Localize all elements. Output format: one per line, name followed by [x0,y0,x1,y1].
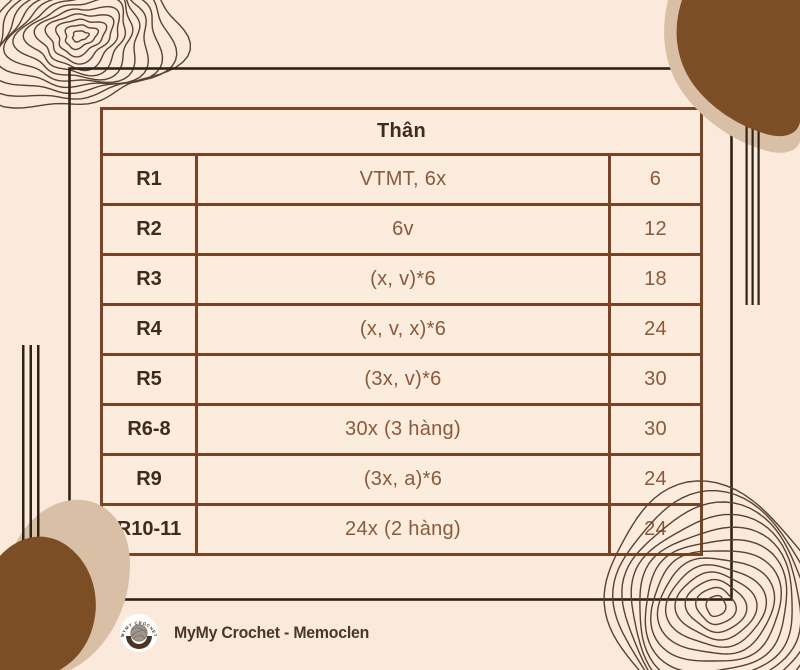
topographic-ring [0,0,178,100]
row-count: 18 [608,253,703,306]
topographic-ring [54,18,108,58]
topographic-ring [664,564,768,648]
row-label: R5 [100,353,198,406]
topographic-ring [12,0,134,81]
topographic-ring [64,24,100,51]
topographic-ring [674,571,758,641]
yarn-bowl-icon [126,636,152,649]
row-count: 24 [608,503,703,556]
row-count: 12 [608,203,703,256]
table-row: R2 6v 12 [100,203,703,256]
row-instruction: 30x (3 hàng) [195,403,611,456]
row-instruction: (x, v, x)*6 [195,303,611,356]
row-label: R9 [100,453,198,506]
table-row: R10-11 24x (2 hàng) 24 [100,503,703,556]
table-title: Thân [100,107,703,156]
row-count: 30 [608,403,703,456]
table-row: R1 VTMT, 6x 6 [100,153,703,206]
topographic-ring [644,538,788,670]
row-instruction: (x, v)*6 [195,253,611,306]
brand-text: MyMy Crochet - Memoclen [174,623,370,642]
topographic-ring [705,594,727,618]
topographic-ring [33,5,121,72]
table-header-row: Thân [100,107,703,156]
row-label: R10-11 [100,503,198,556]
table-row: R9 (3x, a)*6 24 [100,453,703,506]
row-label: R3 [100,253,198,306]
row-label: R2 [100,203,198,256]
topographic-ring [649,550,783,662]
topographic-ring [0,0,164,95]
topographic-ring [694,586,738,626]
row-label: R6-8 [100,403,198,456]
topographic-ring [71,30,91,43]
row-label: R4 [100,303,198,356]
topographic-ring [22,0,127,77]
row-instruction: VTMT, 6x [195,153,611,206]
footer-brand: MYMY CROCHET MyMy Crochet - Memoclen [116,609,384,657]
row-count: 24 [608,303,703,356]
brown-blob-bottom-left [0,536,96,670]
vertical-lines-right [745,95,760,305]
row-label: R1 [100,153,198,206]
topographic-ring [44,13,115,65]
table-row: R3 (x, v)*6 18 [100,253,703,306]
topographic-lines-top-left [0,0,191,109]
vertical-lines-left [22,345,40,548]
crochet-pattern-table: Thân R1 VTMT, 6x 6 R2 6v 12 R3 (x, v)*6 … [100,107,703,556]
row-count: 24 [608,453,703,506]
table-row: R4 (x, v, x)*6 24 [100,303,703,356]
row-instruction: 6v [195,203,611,256]
row-instruction: 24x (2 hàng) [195,503,611,556]
topographic-ring [684,578,748,634]
topographic-ring [0,0,149,89]
table-row: R5 (3x, v)*6 30 [100,353,703,406]
yarn-ball-icon [130,624,148,642]
topographic-ring [0,0,191,109]
row-instruction: (3x, a)*6 [195,453,611,506]
topographic-ring [2,0,141,84]
yarn-strands [131,627,147,639]
row-count: 30 [608,353,703,406]
brand-logo-icon: MYMY CROCHET [120,614,158,652]
row-count: 6 [608,153,703,206]
table-row: R6-8 30x (3 hàng) 30 [100,403,703,456]
topographic-ring [656,557,776,655]
row-instruction: (3x, v)*6 [195,353,611,406]
